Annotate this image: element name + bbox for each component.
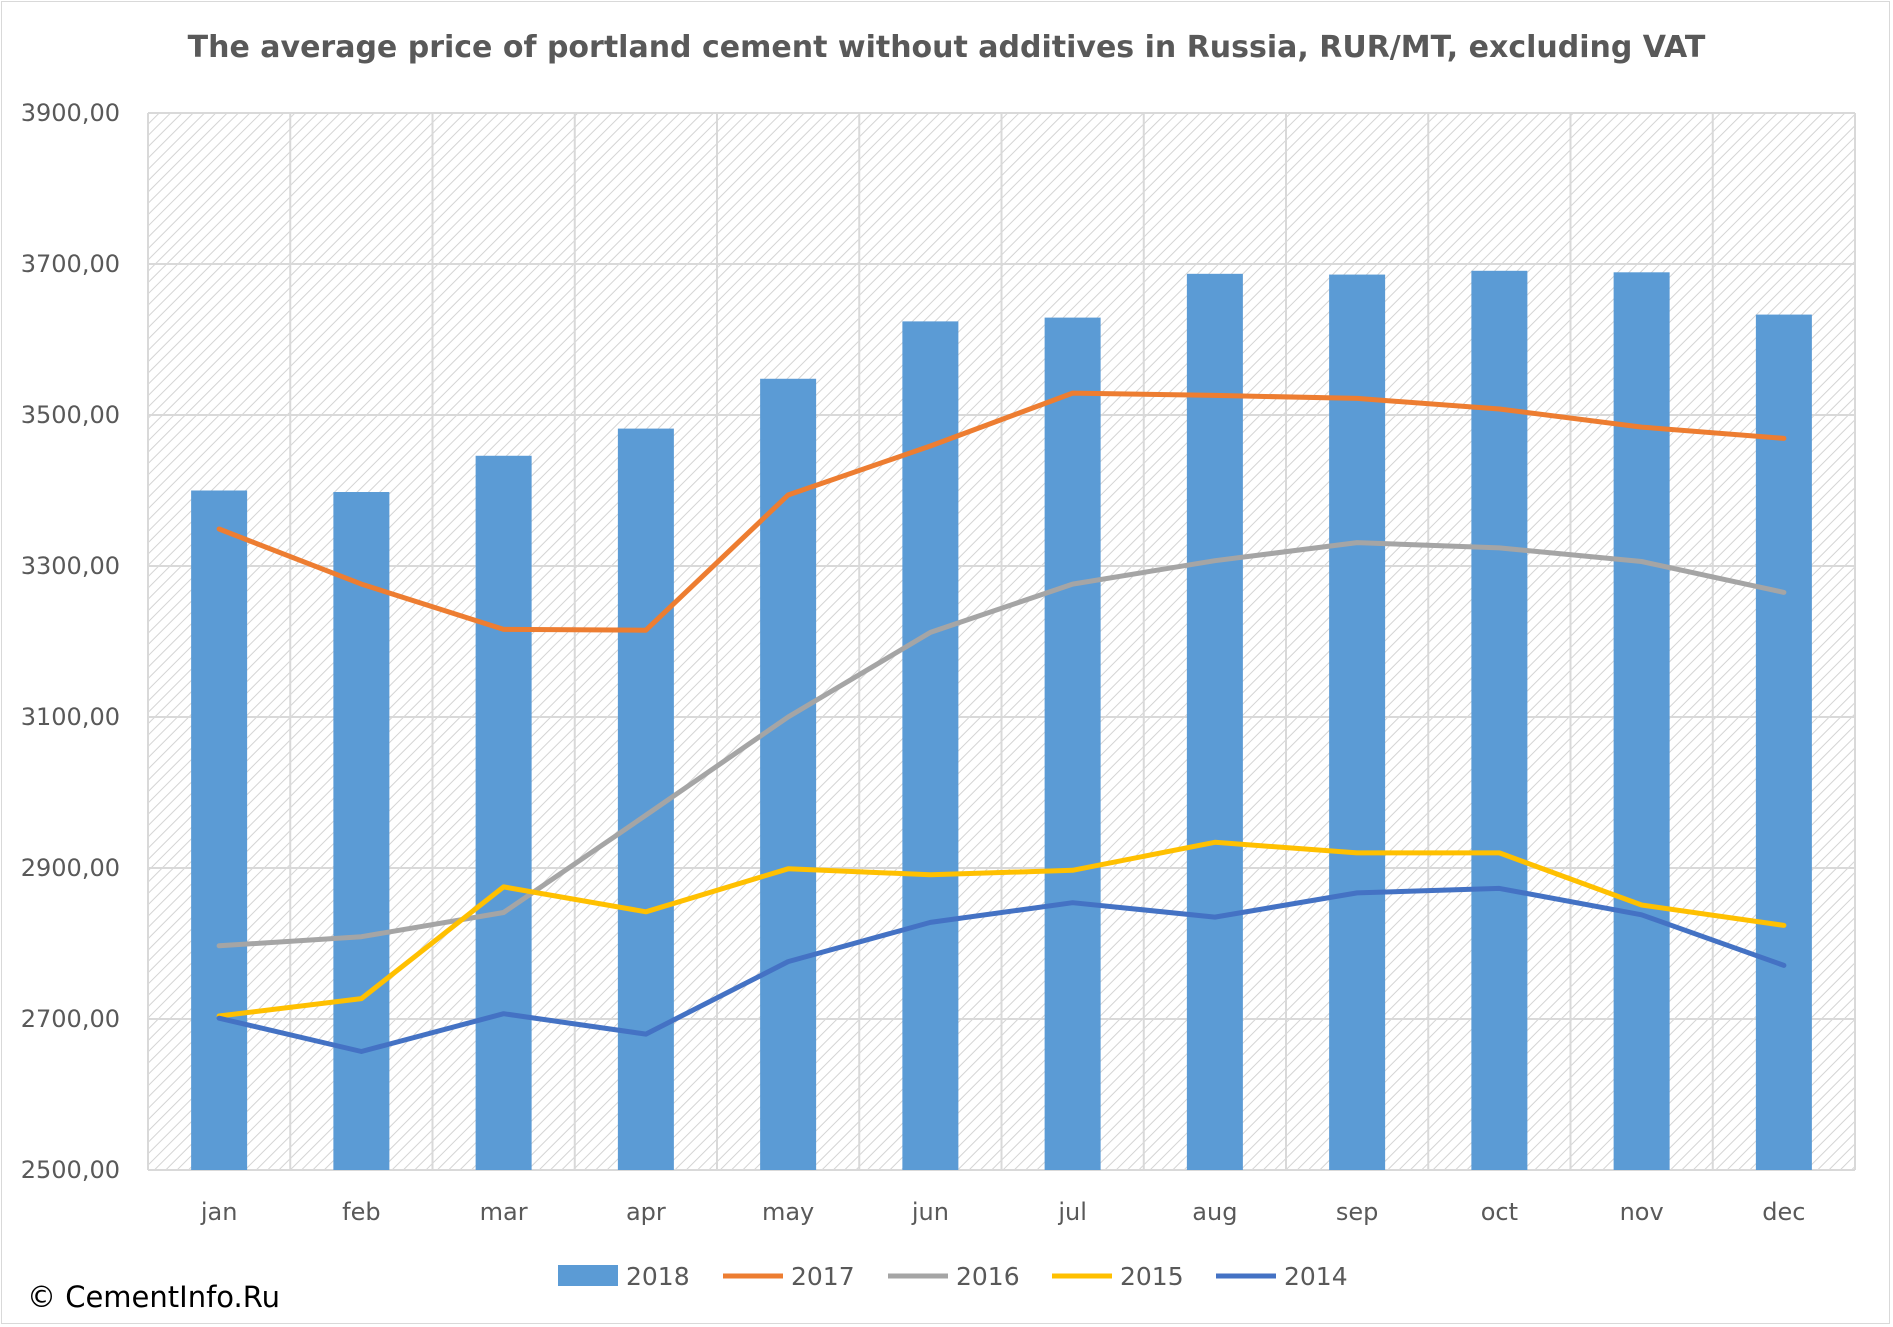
bar-2018-aug: [1186, 273, 1243, 1170]
line-2017: [216, 390, 1787, 633]
x-tick-label-may: may: [762, 1198, 814, 1226]
line-2016: [216, 540, 1787, 949]
legend: 2018 2017 2016 2015 2014: [558, 1262, 1348, 1291]
y-tick-label: 2700,00: [21, 1005, 120, 1033]
bar-2018-jan: [191, 490, 248, 1170]
legend-label-2014: 2014: [1284, 1262, 1348, 1291]
x-tick-label-nov: nov: [1620, 1198, 1664, 1226]
legend-label-2018: 2018: [626, 1262, 690, 1291]
x-axis-labels: jan feb mar apr may jun jul aug sep oct nov dec: [200, 1198, 1806, 1226]
y-tick-label: 3700,00: [21, 250, 120, 278]
y-axis-labels: 2500,00 2700,00 2900,00 3100,00 3300,00 3500,…: [21, 99, 120, 1184]
line-2014: [216, 885, 1787, 1054]
y-tick-label: 3100,00: [21, 703, 120, 731]
legend-label-2015: 2015: [1120, 1262, 1184, 1291]
line-2015: [216, 839, 1787, 1019]
x-tick-label-aug: aug: [1192, 1198, 1237, 1226]
bar-2018-jun: [902, 321, 959, 1170]
bar-2018-feb: [333, 492, 390, 1170]
chart-title: The average price of portland cement wit…: [187, 30, 1706, 65]
gridlines: [147, 112, 1856, 1171]
y-tick-label: 3300,00: [21, 552, 120, 580]
y-tick-label: 3900,00: [21, 99, 120, 127]
x-tick-label-jan: jan: [200, 1198, 238, 1226]
x-tick-label-jul: jul: [1057, 1198, 1087, 1226]
x-tick-label-oct: oct: [1481, 1198, 1518, 1226]
copyright-text: © CementInfo.Ru: [27, 1280, 280, 1314]
x-tick-label-dec: dec: [1762, 1198, 1805, 1226]
x-tick-label-jun: jun: [911, 1198, 949, 1226]
x-tick-label-feb: feb: [342, 1198, 380, 1226]
bar-series-2018: [191, 270, 1812, 1171]
x-tick-label-apr: apr: [626, 1198, 666, 1226]
legend-swatch-2018: [558, 1265, 618, 1286]
x-tick-label-sep: sep: [1336, 1198, 1379, 1226]
line-series: [216, 390, 1787, 1054]
y-tick-label: 2900,00: [21, 854, 120, 882]
x-tick-label-mar: mar: [480, 1198, 528, 1226]
bar-2018-jul: [1044, 317, 1101, 1171]
bar-2018-oct: [1471, 270, 1528, 1170]
bar-2018-mar: [475, 455, 532, 1170]
bar-2018-nov: [1613, 272, 1670, 1170]
bar-2018-sep: [1329, 274, 1386, 1170]
y-tick-label: 2500,00: [21, 1156, 120, 1184]
bar-2018-dec: [1755, 314, 1812, 1171]
legend-label-2016: 2016: [956, 1262, 1020, 1291]
legend-label-2017: 2017: [791, 1262, 855, 1291]
y-tick-label: 3500,00: [21, 401, 120, 429]
